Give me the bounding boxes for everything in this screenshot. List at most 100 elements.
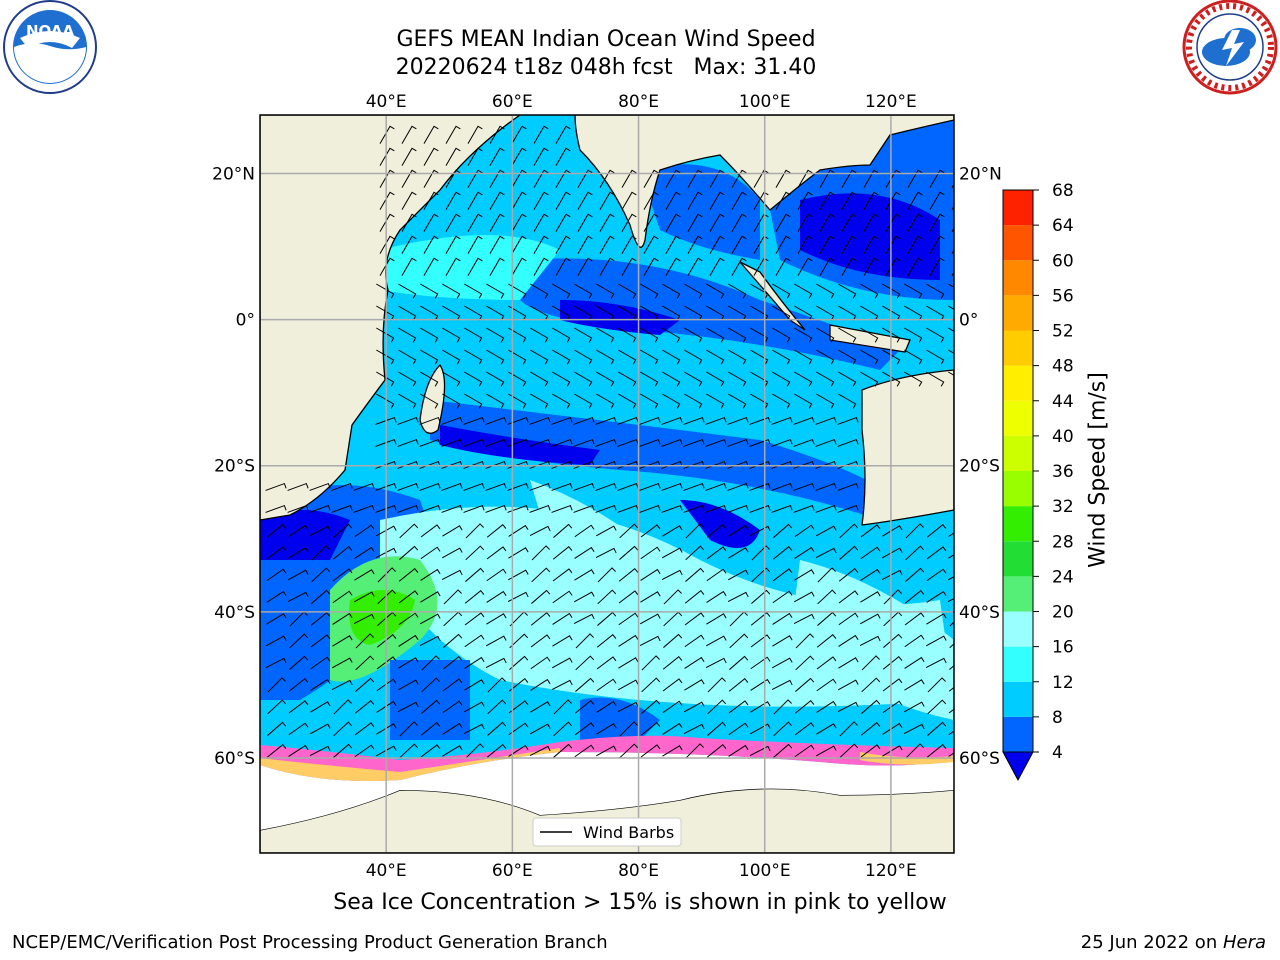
wind-barb bbox=[640, 722, 661, 736]
wind-barb bbox=[882, 722, 903, 735]
wind-barb bbox=[445, 191, 461, 210]
wind-barb bbox=[641, 699, 661, 714]
wind-barb bbox=[684, 393, 703, 409]
wind-barb bbox=[332, 590, 353, 604]
wind-barb bbox=[706, 744, 727, 758]
wind-barb bbox=[750, 701, 771, 713]
wind-barb bbox=[379, 191, 395, 210]
wind-barb bbox=[706, 590, 727, 603]
wind-barb bbox=[797, 169, 813, 188]
wind-barb bbox=[775, 169, 791, 188]
wind-barb bbox=[641, 655, 660, 671]
wind-barb bbox=[379, 125, 395, 144]
wind-barb bbox=[463, 482, 485, 491]
wind-barb bbox=[555, 213, 571, 232]
wind-barb bbox=[379, 257, 395, 276]
wind-barb bbox=[640, 546, 661, 560]
colorbar-bin bbox=[1003, 506, 1033, 542]
wind-barb bbox=[463, 416, 485, 425]
wind-barb bbox=[398, 349, 417, 365]
wind-barb bbox=[705, 657, 727, 668]
wind-barb bbox=[287, 504, 309, 513]
colorbar-bin bbox=[1003, 295, 1033, 331]
lon-tick-top: 80°E bbox=[618, 92, 659, 112]
wind-barb bbox=[467, 191, 483, 210]
wind-barb bbox=[442, 547, 463, 559]
wind-barb bbox=[511, 213, 527, 232]
wind-barb bbox=[794, 371, 813, 387]
wind-barb bbox=[731, 169, 747, 188]
wind-barb bbox=[289, 655, 309, 670]
wind-barb bbox=[379, 169, 395, 188]
wind-barb bbox=[509, 655, 529, 670]
wind-barb bbox=[511, 191, 527, 210]
lon-tick-top: 120°E bbox=[865, 92, 917, 112]
wind-barb bbox=[640, 371, 659, 387]
wind-barb bbox=[662, 722, 683, 735]
wind-barb bbox=[377, 567, 396, 583]
wind-barb bbox=[795, 655, 815, 671]
wind-barb bbox=[511, 125, 527, 144]
wind-barb bbox=[775, 213, 791, 232]
wind-barb bbox=[815, 438, 837, 447]
wind-barb bbox=[310, 656, 331, 670]
wind-barb bbox=[333, 743, 353, 758]
colorbar-bin bbox=[1003, 400, 1033, 436]
wind-barb bbox=[310, 634, 331, 648]
wind-barb bbox=[751, 545, 770, 561]
wind-barb bbox=[815, 504, 837, 513]
wind-barb bbox=[596, 525, 617, 537]
wind-barb bbox=[817, 589, 837, 605]
wind-barb bbox=[577, 169, 593, 188]
wind-barb bbox=[398, 283, 417, 299]
wind-field-region bbox=[530, 480, 720, 625]
wind-barb bbox=[552, 546, 573, 560]
wind-barb bbox=[772, 327, 791, 343]
wind-barb bbox=[507, 482, 529, 491]
wind-barb bbox=[772, 635, 793, 647]
wind-barb bbox=[838, 327, 857, 343]
wind-barb bbox=[463, 438, 485, 447]
wind-barb bbox=[353, 482, 375, 491]
wind-barb bbox=[355, 677, 375, 692]
wind-barb bbox=[354, 722, 375, 736]
wind-barb bbox=[421, 699, 441, 714]
wind-barb bbox=[423, 191, 439, 210]
wind-barb bbox=[376, 393, 395, 409]
lat-tick-left: 20°N bbox=[212, 164, 255, 184]
wind-barb bbox=[266, 524, 287, 538]
wind-barb bbox=[749, 482, 771, 491]
wind-barb bbox=[882, 700, 903, 714]
wind-barb bbox=[442, 700, 463, 714]
wind-barb bbox=[907, 257, 923, 276]
lon-tick-top: 40°E bbox=[366, 92, 407, 112]
wind-barb bbox=[442, 722, 463, 735]
wind-barb bbox=[882, 745, 903, 757]
wind-barb bbox=[816, 349, 835, 365]
wind-barb bbox=[529, 438, 551, 447]
wind-barb bbox=[398, 657, 419, 669]
wind-barb bbox=[397, 504, 419, 513]
wind-barb bbox=[662, 371, 681, 387]
lat-tick-labels-right: 20°N 0° 20°S 40°S 60°S bbox=[959, 164, 1002, 769]
wind-barb bbox=[508, 327, 527, 343]
wind-barb bbox=[794, 524, 815, 538]
wind-barb bbox=[706, 635, 727, 647]
wind-barb bbox=[574, 371, 593, 387]
wind-barb bbox=[511, 169, 527, 188]
wind-barb bbox=[377, 589, 397, 605]
wind-barb bbox=[465, 523, 484, 539]
wind-barb bbox=[533, 169, 549, 188]
wind-barb bbox=[904, 590, 925, 604]
wind-barb bbox=[926, 613, 947, 625]
wind-barb bbox=[705, 416, 727, 425]
wind-barb bbox=[709, 235, 725, 254]
wind-barb bbox=[775, 257, 791, 276]
wind-barb bbox=[907, 213, 923, 232]
wind-barb bbox=[552, 612, 573, 625]
wind-barb bbox=[621, 169, 637, 188]
wind-barb bbox=[485, 657, 507, 668]
wind-barb bbox=[926, 590, 947, 603]
wind-barb bbox=[771, 416, 793, 425]
wind-barb bbox=[838, 612, 859, 626]
